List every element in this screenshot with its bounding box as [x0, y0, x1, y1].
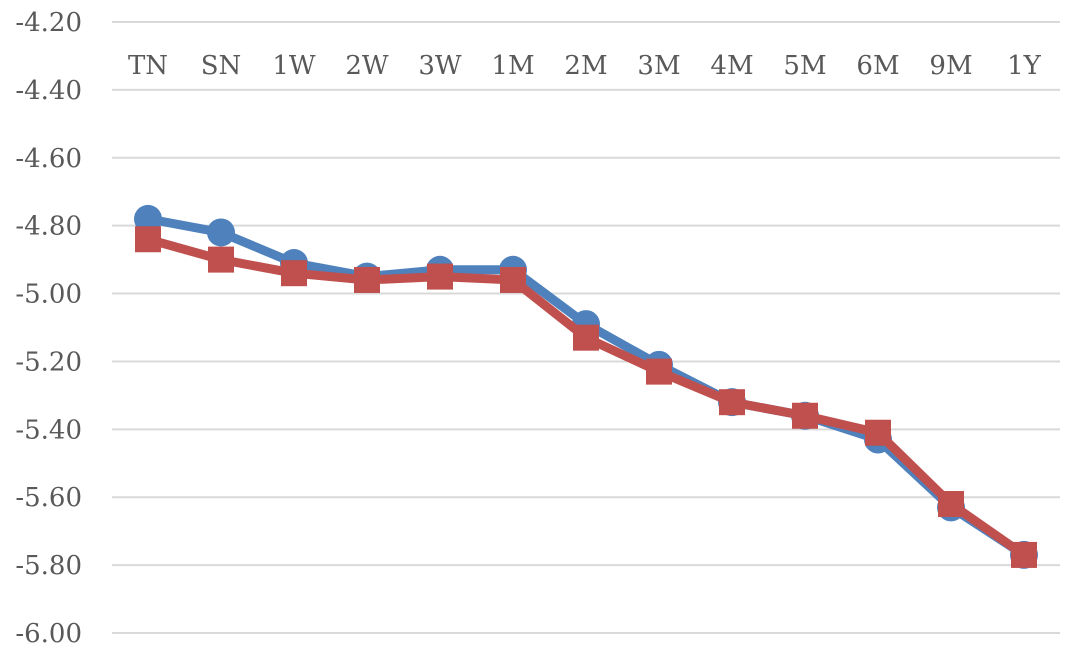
data-point-square [354, 266, 380, 293]
x-tick-label: 1W [272, 51, 316, 81]
x-tick-label: 2W [345, 51, 389, 81]
x-tick-label: SN [201, 51, 242, 81]
data-point-square [208, 246, 234, 273]
data-point-square [792, 402, 818, 429]
x-tick-label: 6M [856, 51, 899, 81]
series-2 [135, 226, 1037, 568]
x-tick-label: 3M [637, 51, 680, 81]
x-tick-label: 4M [710, 51, 753, 81]
x-axis: TN SN 1W 2W 3W 1M 2M 3M 4M 5M 6M 9M 1Y [128, 51, 1042, 81]
series-line [143, 234, 1029, 560]
data-point-square [646, 358, 672, 385]
y-tick-label: -5.80 [15, 551, 82, 581]
series-1 [134, 204, 1038, 569]
y-tick-label: -4.80 [15, 212, 82, 242]
gridlines [112, 21, 1060, 634]
x-tick-label: TN [128, 51, 168, 81]
y-tick-label: -5.40 [15, 415, 82, 445]
data-point-square [500, 266, 526, 293]
data-point-square [865, 419, 891, 446]
data-point-square [1011, 541, 1037, 568]
data-point-square [135, 226, 161, 253]
y-tick-label: -6.00 [15, 619, 82, 649]
y-tick-label: -5.00 [15, 280, 82, 310]
data-point-square [573, 324, 599, 351]
x-tick-label: 2M [564, 51, 607, 81]
x-tick-label: 9M [929, 51, 972, 81]
y-tick-label: -5.60 [15, 483, 82, 513]
x-tick-label: 5M [783, 51, 826, 81]
data-point-circle [207, 218, 235, 247]
plot-area [134, 204, 1038, 569]
y-tick-label: -4.60 [15, 144, 82, 174]
y-tick-label: -4.40 [15, 76, 82, 106]
y-tick-label: -5.20 [15, 347, 82, 377]
data-point-square [281, 260, 307, 287]
x-tick-label: 3W [418, 51, 462, 81]
data-point-circle [134, 204, 162, 233]
x-tick-label: 1Y [1007, 51, 1042, 81]
y-tick-label: -4.20 [15, 8, 82, 38]
data-point-square [719, 389, 745, 416]
data-point-square [938, 491, 964, 518]
data-point-square [427, 263, 453, 290]
x-tick-label: 1M [491, 51, 534, 81]
y-axis: -4.20 -4.40 -4.60 -4.80 -5.00 -5.20 -5.40 -5.60… [15, 8, 82, 649]
